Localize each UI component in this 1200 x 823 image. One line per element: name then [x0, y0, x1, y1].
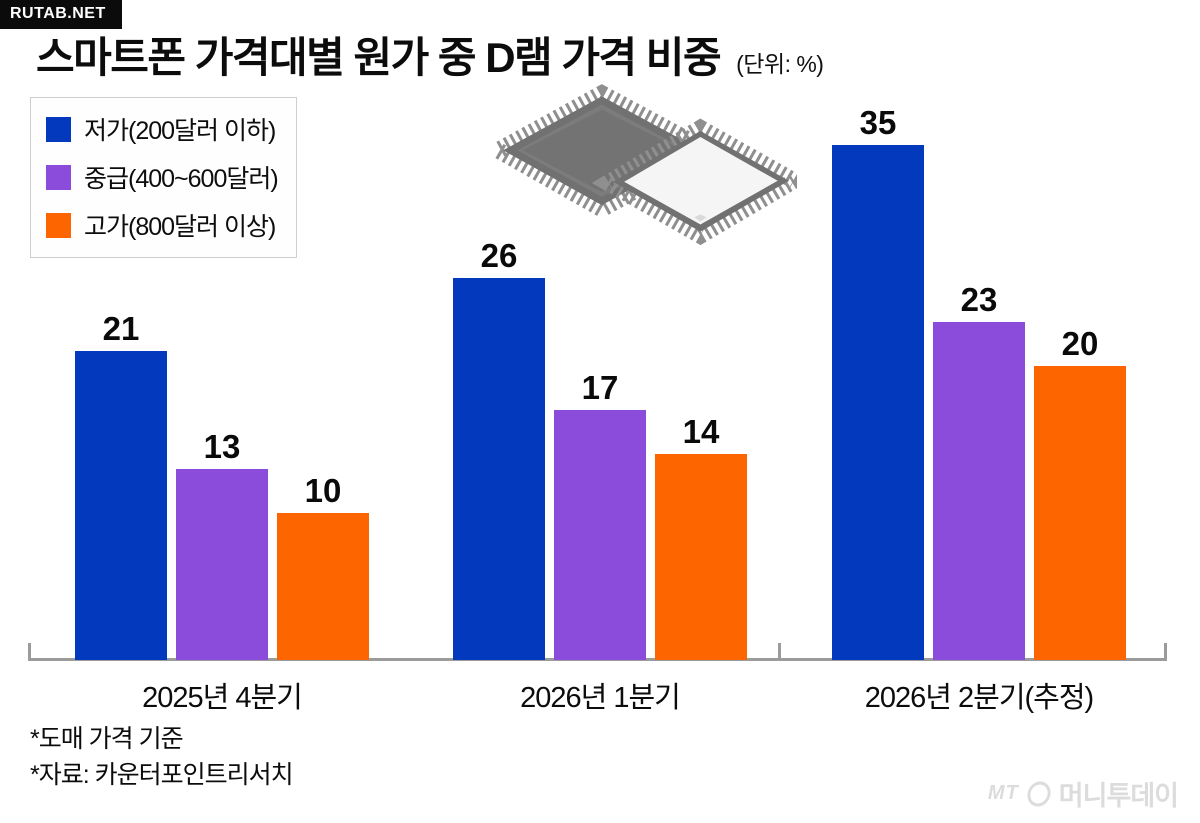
legend-swatch: [46, 116, 71, 142]
bar-value-label: 10: [304, 472, 342, 509]
dram-chip-icon: [492, 84, 797, 246]
legend-item: 중급(400~600달러): [46, 159, 279, 195]
bar: [75, 351, 167, 660]
bar: [176, 469, 268, 660]
bar-column: 26: [453, 239, 545, 660]
bar-value-label: 23: [960, 281, 998, 318]
legend-label: 저가(200달러 이하): [84, 117, 276, 145]
legend-item: 고가(800달러 이상): [46, 207, 278, 243]
bar-column: 17: [554, 371, 646, 660]
bar-value-label: 35: [859, 104, 897, 141]
title-row: 스마트폰 가격대별 원가 중 D램 가격 비중 (단위: %): [36, 24, 824, 85]
bar: [655, 454, 747, 660]
bar: [453, 278, 545, 660]
bar-value-label: 21: [102, 310, 140, 347]
bar-column: 14: [655, 415, 747, 660]
bar-group: 21 13 10: [75, 312, 369, 660]
bar-value-label: 26: [480, 237, 518, 274]
bar-value-label: 14: [682, 413, 720, 450]
category-label: 2026년 1분기: [520, 682, 681, 714]
bar-group: 35 23 20: [832, 106, 1126, 660]
bar-value-label: 17: [581, 369, 619, 406]
bar-column: 20: [1034, 327, 1126, 660]
bar: [933, 322, 1025, 660]
bar-group: 26 17 14: [453, 239, 747, 660]
bar-value-label: 20: [1061, 325, 1099, 362]
footnote-source: *자료: 카운터포인트리서치: [30, 760, 294, 789]
axis-tick: [1164, 643, 1167, 659]
axis-tick: [28, 643, 31, 659]
legend-swatch: [46, 164, 71, 190]
bar-column: 10: [277, 474, 369, 660]
bar-column: 13: [176, 430, 268, 660]
legend-item: 저가(200달러 이하): [46, 111, 278, 147]
moneytoday-watermark: MT 머니투데이: [987, 774, 1179, 813]
category-label: 2026년 2분기(추정): [864, 682, 1094, 714]
unit-label: (단위: %): [736, 51, 824, 77]
category-label: 2025년 4분기: [142, 682, 303, 714]
footnote-basis: *도매 가격 기준: [30, 725, 184, 753]
footnotes: *도매 가격 기준 *자료: 카운터포인트리서치: [30, 722, 294, 793]
legend-label: 중급(400~600달러): [84, 165, 279, 193]
bar-value-label: 13: [203, 428, 241, 465]
bar-column: 21: [75, 312, 167, 660]
bar-column: 23: [933, 283, 1025, 660]
bar: [277, 513, 369, 660]
bar: [554, 410, 646, 660]
moneytoday-name: 머니투데이: [1058, 781, 1179, 811]
legend-label: 고가(800달러 이상): [84, 213, 276, 241]
legend: 저가(200달러 이하) 중급(400~600달러) 고가(800달러 이상): [30, 97, 297, 258]
bar: [832, 145, 924, 660]
mt-logo-text: MT: [987, 782, 1019, 804]
page-title: 스마트폰 가격대별 원가 중 D램 가격 비중: [36, 34, 722, 81]
bar-column: 35: [832, 106, 924, 660]
axis-tick: [778, 643, 781, 659]
bar: [1034, 366, 1126, 660]
legend-swatch: [46, 212, 71, 238]
site-badge: RUTAB.NET: [0, 0, 122, 29]
moneytoday-circle-icon: [1025, 777, 1053, 810]
